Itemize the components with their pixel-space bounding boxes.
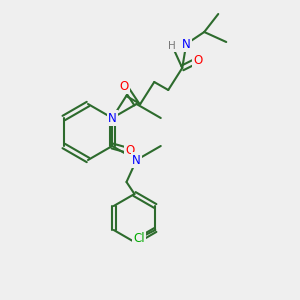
Text: Cl: Cl [134, 232, 145, 244]
Text: O: O [194, 53, 203, 67]
Text: N: N [182, 38, 190, 50]
Text: H: H [168, 41, 176, 51]
Text: O: O [126, 145, 135, 158]
Text: N: N [132, 154, 141, 166]
Text: N: N [108, 112, 117, 124]
Text: O: O [120, 80, 129, 92]
